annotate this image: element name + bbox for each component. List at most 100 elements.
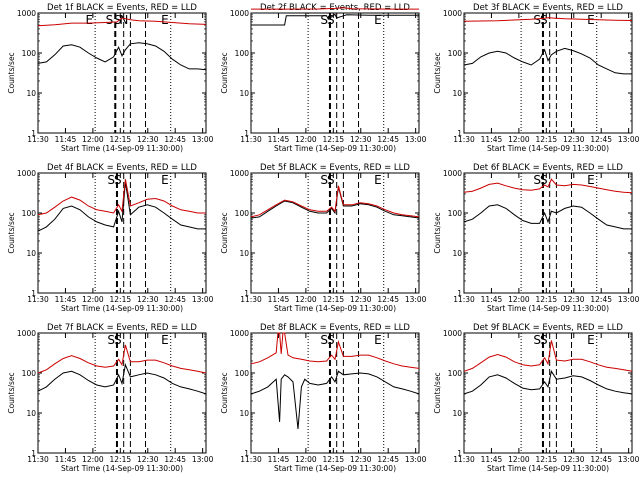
x-tick-label: 12:00 [295, 455, 317, 464]
marker-label: E [587, 13, 595, 27]
y-tick-label: 1000 [230, 169, 249, 178]
detector-panel-9: Det 9f BLACK = Events, RED = LLD 1 10 100 10… [433, 323, 640, 473]
x-tick-label: 12:15 [536, 295, 558, 304]
y-tick-label: 1 [457, 129, 462, 138]
x-axis-label: Start Time (14-Sep-09 11:30:00) [274, 144, 396, 153]
events-series-line [463, 204, 632, 230]
marker-label: S [533, 333, 541, 347]
y-tick-label: 100 [235, 209, 250, 218]
events-series-line [37, 42, 207, 71]
x-tick-label: 13:00 [618, 455, 640, 464]
plot-frame [37, 12, 207, 134]
panel-title: Det 5f BLACK = Events, RED = LLD [260, 163, 410, 173]
y-axis-label: Counts/sec [220, 372, 229, 413]
marker-label: S [540, 173, 548, 187]
x-tick-label: 13:00 [192, 135, 214, 144]
x-tick-label: 12:30 [350, 135, 372, 144]
marker-label: E [587, 333, 595, 347]
x-tick-label: 12:45 [377, 455, 399, 464]
x-tick-label: 11:45 [268, 455, 290, 464]
x-tick-label: 12:15 [323, 295, 345, 304]
events-series-line [37, 181, 206, 232]
panel-title: Det 9f BLACK = Events, RED = LLD [473, 323, 623, 333]
y-tick-label: 1000 [230, 329, 249, 338]
x-tick-label: 11:45 [268, 135, 290, 144]
x-tick-label: 12:00 [82, 135, 104, 144]
marker-label: E [374, 13, 382, 27]
plot-frame [250, 332, 420, 454]
y-tick-label: 100 [22, 209, 37, 218]
y-tick-label: 1 [31, 289, 36, 298]
x-tick-label: 13:00 [405, 295, 427, 304]
marker-label: E [161, 13, 169, 27]
x-axis-label: Start Time (14-Sep-09 11:30:00) [274, 304, 396, 313]
detector-panel-6: Det 6f BLACK = Events, RED = LLD 1 10 100 10… [433, 163, 640, 313]
detector-panel-5: Det 5f BLACK = Events, RED = LLD 1 10 100 10… [220, 163, 427, 313]
panel-title: Det 6f BLACK = Events, RED = LLD [473, 163, 623, 173]
marker-label: S [540, 333, 548, 347]
x-tick-label: 12:00 [295, 135, 317, 144]
x-tick-label: 13:00 [405, 135, 427, 144]
y-tick-label: 100 [448, 369, 463, 378]
x-tick-label: 11:45 [481, 295, 503, 304]
panel-title: Det 4f BLACK = Events, RED = LLD [47, 163, 197, 173]
x-tick-label: 11:30 [453, 295, 475, 304]
lld-series-line [37, 344, 207, 374]
plot-frame [463, 172, 633, 294]
x-tick-label: 12:30 [137, 135, 159, 144]
y-axis-label: Counts/sec [7, 52, 16, 93]
lld-series-line [251, 7, 419, 10]
panel-title: Det 7f BLACK = Events, RED = LLD [47, 323, 197, 333]
events-series-line [37, 363, 207, 395]
events-series-line [250, 370, 420, 429]
x-tick-label: 11:45 [55, 135, 77, 144]
lld-series-line [37, 179, 206, 216]
x-axis-label: Start Time (14-Sep-09 11:30:00) [61, 304, 183, 313]
x-tick-label: 11:45 [55, 455, 77, 464]
marker-label: S [540, 13, 548, 27]
marker-label: S [320, 173, 328, 187]
x-axis-label: Start Time (14-Sep-09 11:30:00) [487, 144, 609, 153]
marker-label: S [114, 13, 122, 27]
y-tick-label: 1 [457, 449, 462, 458]
events-series-line [463, 47, 632, 75]
x-tick-label: 11:45 [481, 455, 503, 464]
y-axis-label: Counts/sec [7, 212, 16, 253]
x-tick-label: 12:15 [536, 455, 558, 464]
y-tick-label: 100 [235, 369, 250, 378]
x-axis-label: Start Time (14-Sep-09 11:30:00) [274, 464, 396, 473]
y-tick-label: 1 [244, 129, 249, 138]
marker-label: S [327, 13, 335, 27]
panel-title: Det 8f BLACK = Events, RED = LLD [260, 323, 410, 333]
marker-label: E [86, 13, 94, 27]
plot-frame [463, 332, 633, 454]
marker-label: S [327, 333, 335, 347]
marker-label: E [587, 173, 595, 187]
y-tick-label: 100 [22, 369, 37, 378]
detector-panel-8: Det 8f BLACK = Events, RED = LLD 1 10 100 10… [220, 323, 427, 473]
events-series-line [250, 186, 420, 219]
x-tick-label: 12:00 [82, 295, 104, 304]
x-tick-label: 12:45 [590, 455, 612, 464]
x-tick-label: 11:30 [240, 135, 262, 144]
detector-panel-3: Det 3f BLACK = Events, RED = LLD 1 10 100 10… [433, 3, 640, 153]
marker-label: S [114, 173, 122, 187]
x-axis-label: Start Time (14-Sep-09 11:30:00) [487, 464, 609, 473]
x-tick-label: 12:30 [563, 295, 585, 304]
x-tick-label: 12:45 [164, 455, 186, 464]
x-tick-label: 13:00 [618, 135, 640, 144]
plot-frame [250, 12, 420, 134]
detector-panel-7: Det 7f BLACK = Events, RED = LLD 1 10 100 10… [7, 323, 214, 473]
x-tick-label: 11:30 [27, 455, 49, 464]
y-tick-label: 1 [244, 449, 249, 458]
x-tick-label: 12:15 [323, 455, 345, 464]
y-tick-label: 1000 [17, 329, 36, 338]
x-axis-label: Start Time (14-Sep-09 11:30:00) [61, 144, 183, 153]
x-tick-label: 12:15 [536, 135, 558, 144]
plot-frame [37, 332, 207, 454]
y-tick-label: 100 [448, 209, 463, 218]
x-tick-label: 13:00 [618, 295, 640, 304]
y-tick-label: 10 [452, 89, 462, 98]
y-tick-label: 100 [448, 49, 463, 58]
